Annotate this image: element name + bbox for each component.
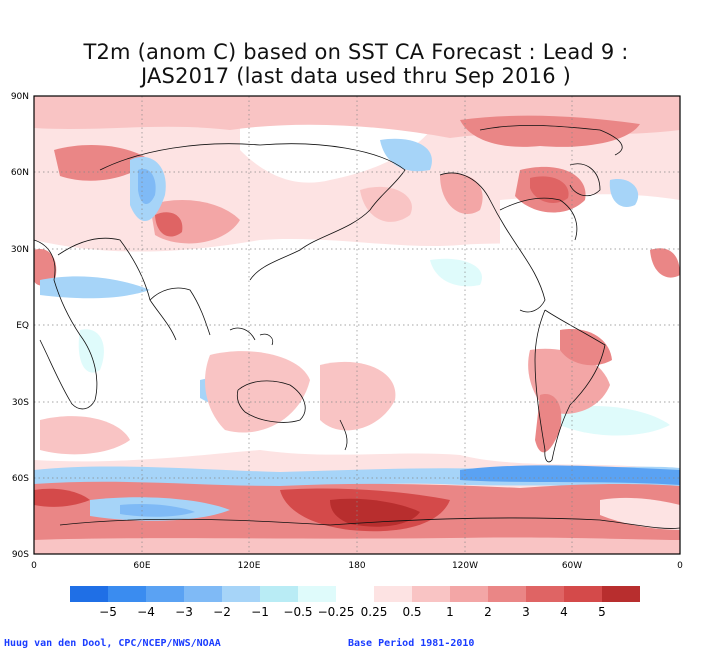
lon-label: 120W [452, 561, 478, 571]
colorbar-label: −1 [251, 605, 269, 619]
longitude-labels: 0 60E 120E 180 120W 60W 0 [31, 561, 683, 571]
colorbar-swatch [146, 586, 184, 602]
colorbar-label: −0.25 [318, 605, 355, 619]
lat-label: 60S [12, 474, 29, 484]
colorbar-swatch [184, 586, 222, 602]
coastlines [34, 124, 680, 529]
colorbar-label: 3 [522, 605, 530, 619]
map-frame [33, 95, 681, 555]
credit-text: Huug van den Dool, CPC/NCEP/NWS/NOAA [4, 638, 221, 649]
colorbar-swatch [374, 586, 412, 602]
colorbar-swatch [298, 586, 336, 602]
colorbar-swatch [412, 586, 450, 602]
colorbar-swatch [336, 586, 374, 602]
colorbar-label: 1 [446, 605, 454, 619]
lat-label: EQ [16, 321, 29, 331]
colorbar-swatch [450, 586, 488, 602]
colorbar-label: 0.25 [361, 605, 388, 619]
colorbar-label: −5 [99, 605, 117, 619]
colorbar-swatch [260, 586, 298, 602]
colorbar-label: 2 [484, 605, 492, 619]
chart-title-line2: JAS2017 (last data used thru Sep 2016 ) [140, 64, 572, 88]
colorbar-labels: −5 −4 −3 −2 −1 −0.5 −0.25 0.25 0.5 1 2 3 4 5 [99, 605, 606, 619]
lon-label: 0 [31, 561, 37, 571]
colorbar-swatch [488, 586, 526, 602]
colorbar-swatch [526, 586, 564, 602]
chart-title-line1: T2m (anom C) based on SST CA Forecast : … [83, 40, 629, 64]
colorbar [70, 586, 640, 602]
colorbar-label: 0.5 [402, 605, 421, 619]
lon-label: 120E [238, 561, 261, 571]
base-period-text: Base Period 1981-2010 [348, 638, 475, 649]
colorbar-swatch [602, 586, 640, 602]
colorbar-swatch [564, 586, 602, 602]
colorbar-label: 5 [598, 605, 606, 619]
lat-label: 90N [11, 92, 29, 102]
lon-label: 60E [133, 561, 150, 571]
colorbar-swatch [108, 586, 146, 602]
latitude-labels: 90N 60N 30N EQ 30S 60S 90S [11, 92, 29, 560]
colorbar-label: −3 [175, 605, 193, 619]
lon-label: 60W [562, 561, 582, 571]
lat-label: 30S [12, 398, 29, 408]
colorbar-label: −4 [137, 605, 155, 619]
colorbar-swatch [70, 586, 108, 602]
colorbar-swatch [222, 586, 260, 602]
lon-label: 0 [677, 561, 683, 571]
lat-label: 30N [11, 245, 29, 255]
colorbar-label: −2 [213, 605, 231, 619]
colorbar-label: 4 [560, 605, 568, 619]
colorbar-label: −0.5 [283, 605, 312, 619]
lat-label: 90S [12, 550, 29, 560]
lat-label: 60N [11, 168, 29, 178]
anomaly-map: 90N 60N 30N EQ 30S 60S 90S 0 60E 120E 18… [11, 92, 683, 619]
lon-label: 180 [348, 561, 365, 571]
map-fields [34, 96, 680, 554]
